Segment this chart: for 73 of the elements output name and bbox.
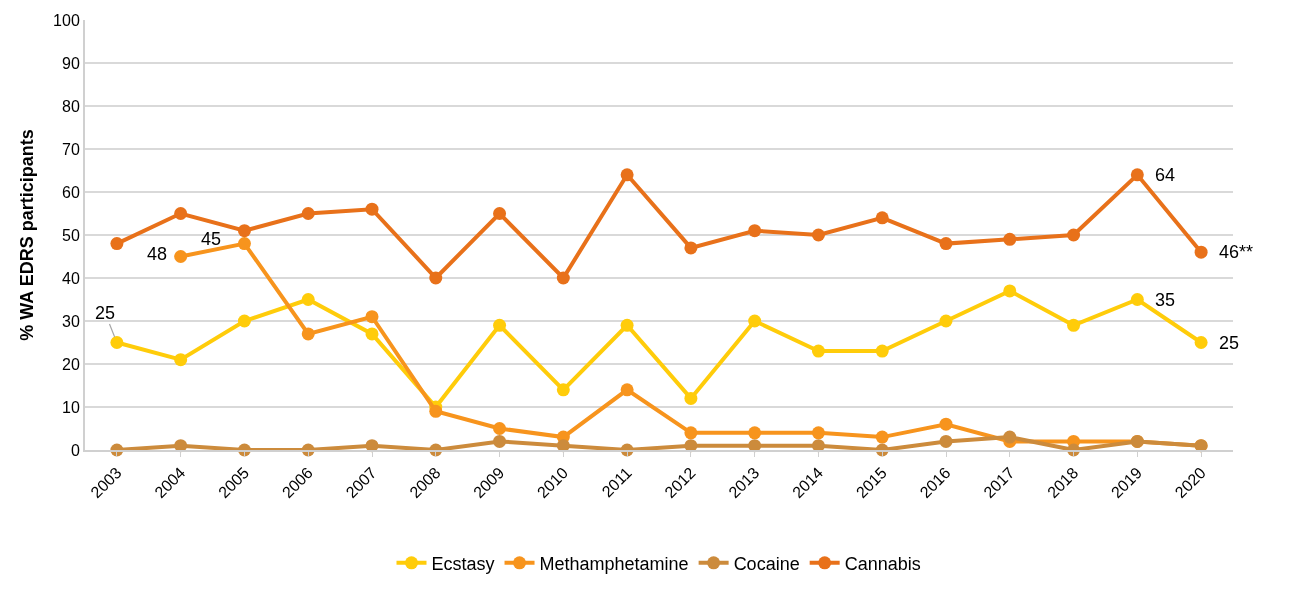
point xyxy=(811,344,825,358)
point xyxy=(620,318,634,332)
data-label: 45 xyxy=(201,229,222,249)
point xyxy=(1194,336,1208,349)
point xyxy=(110,237,124,251)
point xyxy=(174,250,188,263)
point xyxy=(174,353,188,367)
point xyxy=(684,391,698,405)
point xyxy=(365,327,379,341)
data-label: 64 xyxy=(1155,165,1176,185)
y-tick-label: 0 xyxy=(70,441,80,459)
point xyxy=(875,344,889,358)
point xyxy=(684,241,698,255)
y-tick-label: 20 xyxy=(62,355,80,373)
y-tick-label: 30 xyxy=(62,312,80,330)
point xyxy=(748,314,762,328)
point xyxy=(493,434,507,448)
point xyxy=(939,237,953,251)
y-tick-label: 50 xyxy=(62,226,80,244)
point xyxy=(1130,168,1144,182)
point xyxy=(174,207,188,220)
point xyxy=(1067,228,1081,242)
point xyxy=(1194,245,1208,259)
point xyxy=(748,426,762,440)
point xyxy=(301,207,315,220)
point xyxy=(939,434,953,448)
y-tick-label: 60 xyxy=(62,183,80,201)
point xyxy=(301,293,315,306)
point xyxy=(237,314,251,328)
point xyxy=(875,430,889,444)
point xyxy=(429,404,443,418)
y-tick-label: 90 xyxy=(62,54,80,72)
legend-label: Cannabis xyxy=(844,553,921,574)
point xyxy=(1130,293,1144,306)
point xyxy=(1003,232,1017,246)
point xyxy=(556,383,570,397)
legend-label: Methamphetamine xyxy=(539,553,689,574)
point xyxy=(1067,318,1081,332)
point xyxy=(556,271,570,285)
legend-label: Ecstasy xyxy=(431,553,495,574)
data-label: 25 xyxy=(1219,333,1240,353)
point xyxy=(301,327,315,341)
y-axis-title: % WA EDRS participants xyxy=(16,129,37,341)
y-tick-label: 10 xyxy=(62,398,80,416)
data-label: 25 xyxy=(95,303,116,323)
legend-label: Cocaine xyxy=(733,553,800,574)
point xyxy=(365,202,379,216)
point xyxy=(110,336,124,349)
data-label: 48 xyxy=(147,244,168,264)
point xyxy=(237,224,251,238)
point xyxy=(493,318,507,332)
point xyxy=(1003,430,1017,444)
y-tick-label: 70 xyxy=(62,140,80,158)
point xyxy=(811,228,825,242)
point xyxy=(748,224,762,238)
y-tick-label: 40 xyxy=(62,269,80,287)
y-tick-label: 100 xyxy=(53,11,80,29)
point xyxy=(493,207,507,220)
point xyxy=(939,417,953,431)
point xyxy=(875,211,889,225)
point xyxy=(620,383,634,397)
point xyxy=(365,310,379,324)
point xyxy=(811,426,825,440)
point xyxy=(1003,284,1017,298)
point xyxy=(493,422,507,435)
point xyxy=(620,168,634,182)
data-label: 35 xyxy=(1155,290,1176,310)
point xyxy=(237,237,251,251)
point xyxy=(429,271,443,285)
point xyxy=(939,314,953,328)
data-label: 46** xyxy=(1219,242,1254,262)
point xyxy=(684,426,698,440)
y-tick-label: 80 xyxy=(62,97,80,115)
